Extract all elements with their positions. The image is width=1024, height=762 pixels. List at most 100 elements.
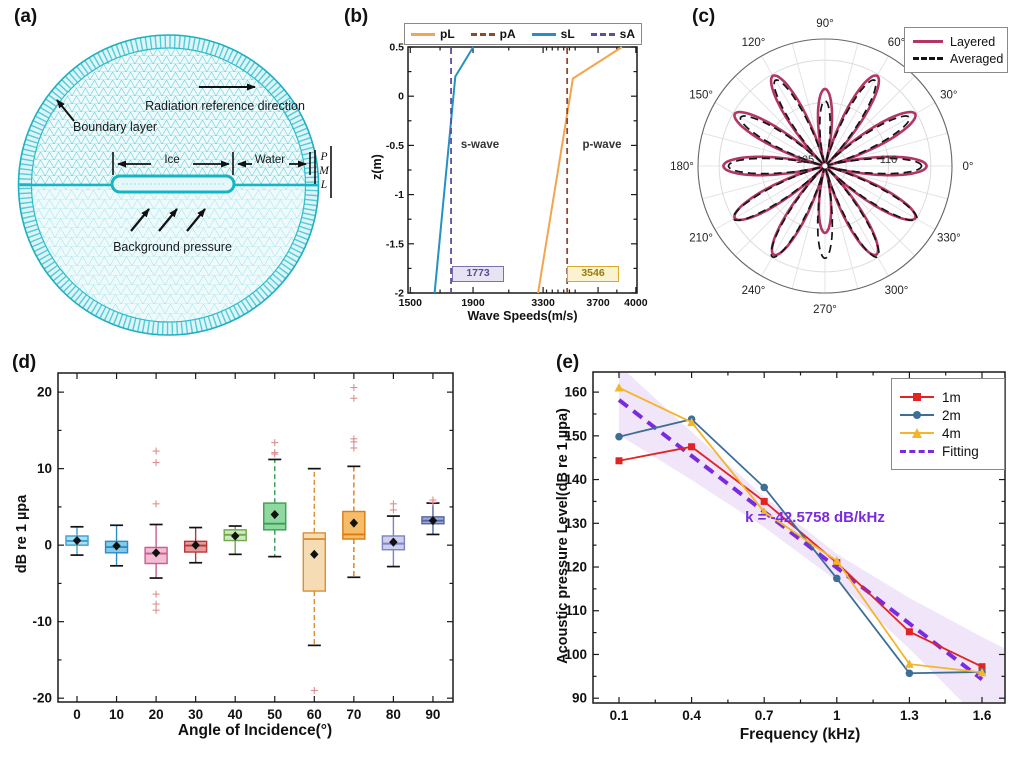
svg-text:1500: 1500: [399, 297, 423, 309]
legend-item-4m: 4m: [900, 426, 961, 441]
svg-text:90: 90: [572, 691, 587, 706]
svg-text:160: 160: [564, 385, 587, 400]
svg-text:180°: 180°: [670, 161, 694, 173]
pml-label: P M L: [319, 151, 329, 191]
legend-item-sL: sL: [531, 27, 575, 41]
svg-text:100: 100: [564, 647, 587, 662]
svg-text:4000: 4000: [624, 297, 648, 309]
panel-label-e: (e): [556, 352, 580, 373]
legend-label-2m: 2m: [942, 407, 961, 423]
4m-marker-swatch: [900, 427, 934, 440]
svg-text:210°: 210°: [689, 233, 713, 245]
svg-text:150°: 150°: [689, 90, 713, 102]
panel-label-d: (d): [12, 352, 37, 373]
s-wave-label: s-wave: [460, 139, 500, 151]
svg-text:105: 105: [796, 154, 814, 166]
legend-item-fitting: Fitting: [900, 444, 979, 459]
svg-text:20: 20: [149, 707, 164, 722]
svg-text:-0.5: -0.5: [386, 140, 404, 152]
legend-panel-c: Layered Averaged: [904, 27, 1008, 73]
svg-text:1.3: 1.3: [900, 708, 919, 723]
svg-text:0.5: 0.5: [389, 42, 404, 54]
legend-item-2m: 2m: [900, 408, 961, 423]
panel-label-a: (a): [14, 6, 38, 27]
averaged-line-swatch: [913, 57, 943, 60]
svg-text:0: 0: [398, 91, 404, 103]
svg-text:110: 110: [565, 603, 587, 618]
ice-label: Ice: [164, 154, 180, 166]
svg-text:0°: 0°: [963, 161, 974, 173]
legend-label-sL: sL: [560, 27, 575, 41]
svg-text:-20: -20: [32, 691, 52, 706]
svg-text:0.1: 0.1: [610, 708, 629, 723]
svg-text:0.7: 0.7: [755, 708, 774, 723]
panel-e-frequency-chart: 90 100 110 120 130 140 150 160 0.1 0.4 0.7 1 1.3 1.6: [564, 371, 1006, 723]
svg-text:20: 20: [37, 385, 52, 400]
svg-text:50: 50: [267, 707, 282, 722]
legend-label-1m: 1m: [942, 389, 961, 405]
legend-item-averaged: Averaged: [913, 52, 1003, 66]
e-yaxis-title: Acoustic pressure Level(dB re 1 µpa): [555, 408, 571, 664]
radiation-direction-label: Radiation reference direction: [145, 99, 305, 113]
sA-line-swatch: [590, 32, 615, 36]
svg-text:-10: -10: [32, 614, 52, 629]
legend-item-pL: pL: [411, 27, 455, 41]
panel-label-b: (b): [344, 6, 369, 27]
legend-label-fitting: Fitting: [942, 443, 979, 459]
fitting-line-swatch: [900, 445, 934, 458]
panel-label-c: (c): [692, 6, 716, 27]
svg-text:130: 130: [564, 516, 587, 531]
svg-text:270°: 270°: [813, 304, 837, 316]
legend-label-pA: pA: [499, 27, 516, 41]
legend-panel-b: pL pA sL sA: [404, 23, 642, 45]
panel-c-polar-chart: 0° 30° 60° 90° 120° 150° 180° 210° 240° 270° 300° 3…: [670, 18, 973, 316]
svg-text:40: 40: [228, 707, 243, 722]
svg-text:110: 110: [880, 154, 898, 166]
svg-text:120°: 120°: [742, 37, 766, 49]
svg-text:10: 10: [109, 707, 124, 722]
pL-line-swatch: [411, 32, 435, 36]
legend-label-pL: pL: [440, 27, 455, 41]
legend-item-pA: pA: [470, 27, 516, 41]
svg-text:-2: -2: [395, 288, 404, 300]
boundary-layer-label: Boundary layer: [73, 120, 158, 134]
svg-text:0.4: 0.4: [682, 708, 701, 723]
pA-value-box: 3546: [567, 266, 619, 282]
svg-text:-1: -1: [395, 189, 404, 201]
d-yaxis-title: dB re 1 µpa: [14, 494, 30, 574]
fit-slope-annotation: k = -42.5758 dB/kHz: [745, 509, 885, 526]
sL-line-swatch: [531, 32, 556, 36]
svg-text:60°: 60°: [888, 37, 905, 49]
panel-b-wave-speed-chart: 1500 1900 3300 3700 4000 0.5 0 -0.5 -1 -1.5 -2: [386, 42, 648, 310]
svg-text:90: 90: [425, 707, 440, 722]
background-pressure-label: Background pressure: [113, 240, 232, 254]
svg-text:70: 70: [346, 707, 361, 722]
svg-text:90°: 90°: [816, 18, 833, 30]
svg-text:60: 60: [307, 707, 322, 722]
panel-d-box-plot: -20 -10 0 10 20 0 10 20 30 40 50 60 70 80 90: [32, 372, 454, 722]
svg-text:120: 120: [564, 560, 587, 575]
svg-text:0: 0: [73, 707, 81, 722]
legend-label-layered: Layered: [950, 34, 996, 49]
legend-label-averaged: Averaged: [950, 51, 1004, 66]
panel-a-mesh-diagram: [17, 34, 332, 336]
b-xaxis-title: Wave Speeds(m/s): [467, 309, 578, 323]
svg-text:150: 150: [564, 428, 587, 443]
1m-marker-swatch: [900, 391, 934, 404]
svg-text:300°: 300°: [885, 285, 909, 297]
svg-text:-1.5: -1.5: [386, 238, 404, 250]
svg-text:140: 140: [564, 472, 587, 487]
layered-line-swatch: [913, 40, 943, 43]
sA-value-box: 1773: [452, 266, 504, 282]
legend-label-4m: 4m: [942, 425, 961, 441]
water-label: Water: [254, 154, 286, 166]
svg-text:1900: 1900: [461, 297, 485, 309]
svg-text:240°: 240°: [742, 285, 766, 297]
legend-panel-e: 1m 2m 4m Fitting: [891, 378, 1005, 470]
svg-text:330°: 330°: [937, 233, 961, 245]
b-yaxis-title: z(m): [370, 154, 384, 180]
svg-text:3300: 3300: [531, 297, 555, 309]
svg-text:30°: 30°: [940, 90, 957, 102]
legend-item-sA: sA: [590, 27, 635, 41]
